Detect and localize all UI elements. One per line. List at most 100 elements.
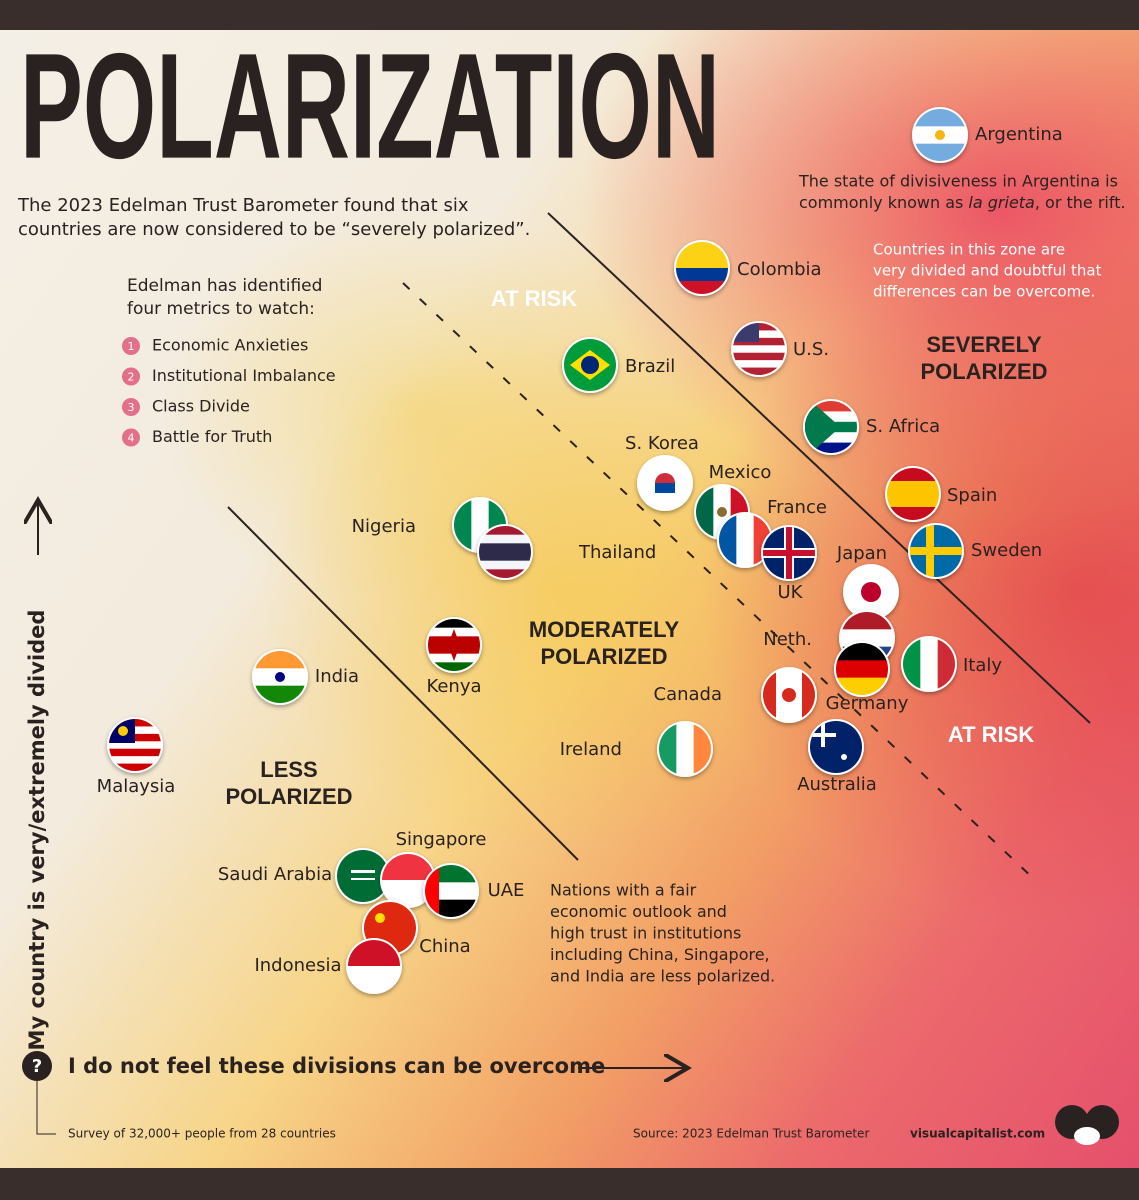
zone-label: LESS	[260, 757, 317, 782]
flag-emblem	[861, 582, 881, 602]
flag-stripe	[836, 660, 888, 679]
country-flag	[657, 721, 713, 777]
country-label: Brazil	[625, 356, 675, 377]
zone-label: POLARIZED	[540, 644, 667, 669]
country-label: Argentina	[975, 124, 1063, 145]
flag-emblem	[351, 870, 375, 873]
flag-art	[479, 526, 531, 578]
flag-stripe	[254, 685, 306, 703]
country-flag	[717, 512, 773, 568]
flag-stripe	[479, 526, 531, 536]
country-label: Spain	[947, 485, 997, 506]
country-label: China	[419, 936, 470, 957]
country-flag	[252, 649, 308, 705]
country-flag	[107, 717, 163, 773]
flag-art	[659, 723, 711, 775]
footer-survey: Survey of 32,000+ people from 28 countri…	[68, 1127, 336, 1141]
flag-stripe	[109, 763, 161, 771]
flag-emblem	[118, 726, 128, 736]
country-flag	[885, 466, 941, 522]
country-label: UAE	[488, 880, 525, 901]
country-flag	[761, 667, 817, 723]
flag-stripe	[733, 360, 785, 369]
flag-stripe	[836, 643, 888, 661]
flag-stripe	[841, 612, 893, 630]
zone-label: POLARIZED	[225, 784, 352, 809]
country-label: Indonesia	[254, 955, 341, 976]
zone-label: SEVERELY	[926, 332, 1042, 357]
country-label: France	[767, 497, 827, 518]
flag-emblem	[805, 401, 837, 453]
flag-emblem	[581, 356, 599, 374]
divider-line	[227, 506, 579, 861]
note-part: la grieta	[968, 193, 1034, 212]
country-flag	[908, 523, 964, 579]
less-note-line: Nations with a fair	[550, 881, 697, 900]
flag-stripe	[887, 494, 939, 508]
flag-stripe	[805, 411, 857, 423]
flag-stripe	[805, 401, 857, 412]
country-label: Australia	[797, 774, 877, 795]
flag-stripe	[937, 638, 955, 690]
flag-stripe	[428, 619, 480, 629]
intro: The 2023 Edelman Trust Barometer found t…	[17, 195, 469, 216]
severe-note: Countries in this zone are	[873, 241, 1065, 259]
country-label: Saudi Arabia	[218, 864, 332, 885]
flag-stripe	[479, 534, 531, 544]
question-icon	[22, 1051, 52, 1081]
country-label: Italy	[963, 655, 1002, 676]
flag-stripe	[887, 481, 939, 495]
metric-label: Economic Anxieties	[152, 336, 308, 355]
connector	[36, 1081, 56, 1135]
flag-emblem	[910, 547, 962, 555]
footer-source: Source: 2023 Edelman Trust Barometer	[633, 1127, 869, 1141]
flag-art	[254, 651, 306, 703]
flag-emblem	[786, 527, 792, 579]
flag-stripe	[719, 514, 737, 566]
flag-stripe	[676, 723, 695, 775]
country-label: Kenya	[426, 676, 481, 697]
metric-number: 1	[128, 340, 135, 353]
flag-stripe	[693, 723, 711, 775]
flag-emblem	[935, 130, 945, 140]
country-label: India	[315, 666, 359, 687]
zone-label: MODERATELY	[529, 617, 680, 642]
flag-emblem	[841, 754, 847, 760]
flag-stripe	[805, 442, 857, 453]
metric-number: 3	[128, 401, 135, 414]
country-label: Canada	[654, 684, 723, 705]
flag-stripe	[836, 677, 888, 695]
flag-art	[805, 401, 857, 453]
flag-stripe	[914, 143, 966, 161]
country-flag	[834, 641, 890, 697]
metric-label: Battle for Truth	[152, 427, 272, 446]
flag-emblem	[375, 913, 385, 923]
flag-stripe	[805, 432, 857, 444]
flag-stripe	[736, 514, 755, 566]
metric-label: Institutional Imbalance	[152, 366, 336, 385]
zone-label: AT RISK	[491, 286, 577, 311]
severe-note: very divided and doubtful that	[873, 262, 1102, 280]
flag-emblem	[655, 483, 675, 493]
logo	[1055, 1105, 1119, 1145]
flag-stripe	[810, 721, 862, 773]
country-flag	[761, 525, 817, 581]
flag-emblem	[448, 629, 460, 661]
flag-art	[109, 719, 161, 771]
country-flag	[426, 617, 482, 673]
flag-emblem	[351, 878, 375, 880]
less-note-line: and India are less polarized.	[550, 967, 775, 986]
metric-number: 4	[128, 432, 135, 445]
country-label: Neth.	[763, 629, 812, 650]
country-label: Germany	[826, 693, 909, 714]
metric-badge	[122, 398, 140, 416]
flag-stripe	[109, 741, 161, 750]
footer-site: visualcapitalist.com	[910, 1127, 1045, 1141]
metric-badge	[122, 367, 140, 386]
flag-art	[425, 865, 477, 917]
flag-stripe	[479, 552, 531, 562]
flag-stripe	[920, 638, 939, 690]
argentina-note: The state of divisiveness in Argentina i…	[798, 172, 1118, 191]
country-label: S. Korea	[625, 433, 699, 454]
